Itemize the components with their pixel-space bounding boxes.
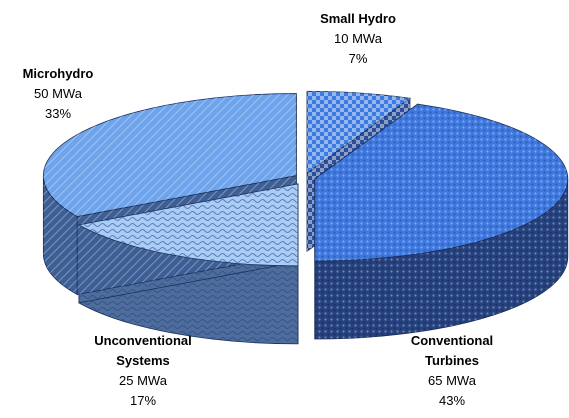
slice-side-pattern-microhydro	[43, 175, 78, 295]
slice-value-text: 10 MWa	[334, 31, 383, 46]
slice-name-text: Conventional	[411, 333, 493, 348]
slice-value-text: 25 MWa	[119, 373, 168, 388]
slice-value-text: 50 MWa	[34, 86, 83, 101]
slice-side-pattern-conventional-turbines	[314, 179, 568, 340]
data-label-conventional-turbines: Conventional Turbines 65 MWa 43%	[411, 333, 493, 408]
slice-name-text: Small Hydro	[320, 11, 396, 26]
slice-percent-text: 43%	[439, 393, 465, 408]
data-label-microhydro: Microhydro 50 MWa 33%	[23, 66, 94, 121]
data-label-unconventional-systems: Unconventional Systems 25 MWa 17%	[94, 333, 192, 408]
slice-top-pattern-unconventional-systems	[78, 183, 299, 266]
slice-top-pattern-microhydro	[43, 93, 297, 217]
slice-top-pattern-small-hydro	[307, 91, 410, 174]
data-label-small-hydro: Small Hydro 10 MWa 7%	[320, 11, 396, 66]
slice-value-text: 65 MWa	[428, 373, 477, 388]
slice-name-text: Turbines	[425, 353, 479, 368]
slice-name-text: Microhydro	[23, 66, 94, 81]
slice-percent-text: 7%	[349, 51, 368, 66]
slice-percent-text: 33%	[45, 106, 71, 121]
slice-name-text: Unconventional	[94, 333, 192, 348]
slice-name-text: Systems	[116, 353, 169, 368]
slice-percent-text: 17%	[130, 393, 156, 408]
slice-top-pattern-conventional-turbines	[314, 104, 568, 262]
